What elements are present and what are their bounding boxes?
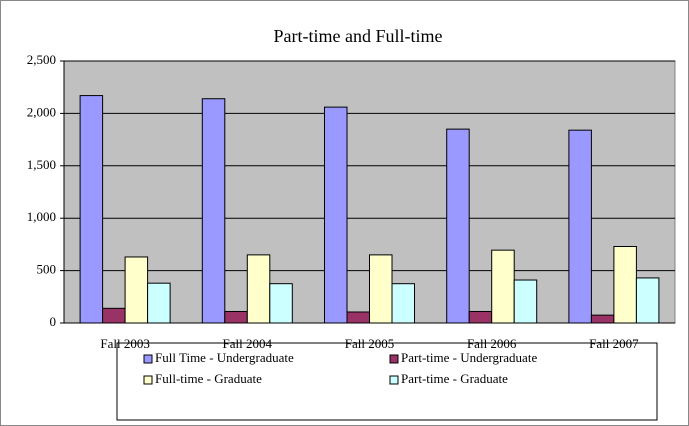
y-tick-label: 2,000 [27, 104, 56, 119]
bar [446, 128, 470, 324]
bar [324, 106, 348, 324]
bar [124, 256, 149, 324]
legend-marker [389, 375, 399, 385]
y-tick-label: 500 [37, 262, 57, 277]
x-tick-label: Fall 2004 [223, 336, 273, 351]
bar [369, 254, 393, 324]
bar [201, 98, 226, 324]
legend-marker [143, 354, 153, 364]
y-tick-label: 0 [50, 314, 57, 329]
x-tick-label: Fall 2005 [345, 336, 394, 351]
x-tick-label: Fall 2006 [467, 336, 517, 351]
legend [116, 342, 658, 421]
legend-marker [389, 354, 399, 364]
bar [246, 254, 271, 324]
bar [269, 283, 293, 324]
legend-label: Full Time - Undergraduate [155, 350, 294, 365]
bar [224, 310, 248, 324]
bar [391, 283, 415, 324]
bar [513, 279, 538, 324]
bar [468, 310, 493, 324]
chart-title: Part-time and Full-time [274, 26, 443, 46]
legend-label: Full-time - Graduate [155, 371, 262, 386]
bar [635, 277, 660, 324]
y-tick-label: 1,000 [27, 209, 56, 224]
x-tick-label: Fall 2007 [589, 336, 639, 351]
bar [491, 249, 515, 324]
legend-label: Part-time - Graduate [401, 371, 508, 386]
bar [147, 282, 171, 324]
bar [346, 311, 370, 324]
legend-marker [143, 375, 153, 385]
x-tick-label: Fall 2003 [100, 336, 149, 351]
bar [102, 307, 126, 324]
bar [568, 129, 592, 324]
bar [79, 95, 104, 324]
y-tick-label: 1,500 [27, 157, 56, 172]
y-tick-label: 2,500 [27, 52, 56, 67]
bar [590, 314, 615, 324]
bar [613, 245, 637, 324]
legend-label: Part-time - Undergraduate [401, 350, 537, 365]
